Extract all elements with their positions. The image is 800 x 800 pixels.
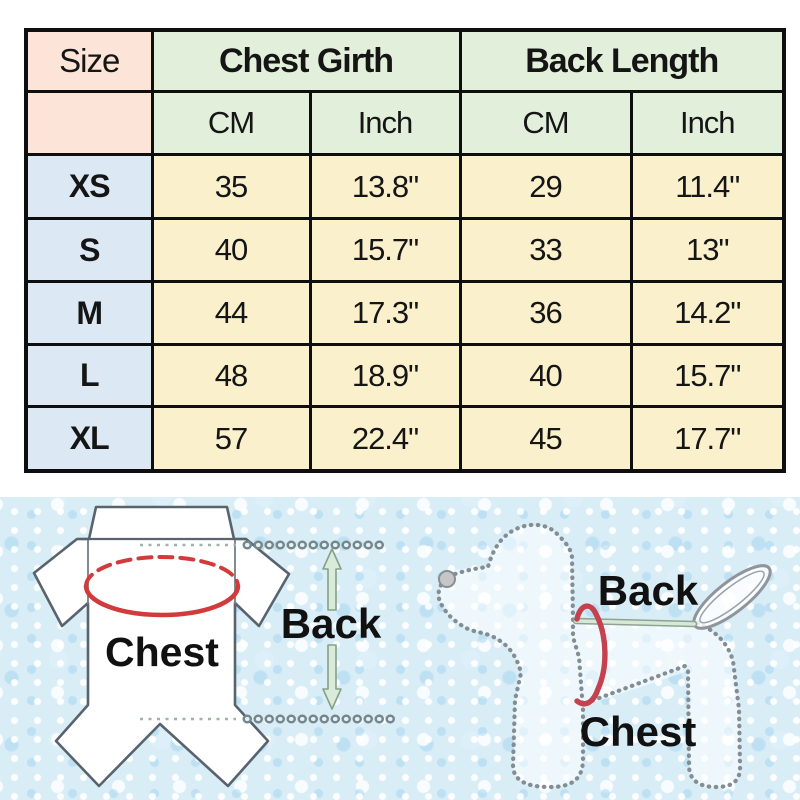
garment-outline — [32, 505, 291, 788]
dog-diagram: Back Chest — [436, 522, 772, 790]
size-cell: S — [24, 216, 154, 283]
chest-girth-line-back — [84, 555, 240, 588]
chest-girth-line-front — [83, 583, 241, 618]
dog-chest-line — [574, 603, 608, 707]
back-inch-cell: 13" — [629, 216, 786, 283]
dog-tail — [692, 564, 772, 630]
garment-chest-label: Chest — [105, 629, 219, 675]
blank-header-cell — [24, 89, 154, 156]
chest-cm-cell: 35 — [150, 152, 312, 220]
size-cell: XS — [24, 152, 154, 220]
size-table: Size Chest Girth Back Length CM Inch CM … — [24, 28, 787, 473]
back-inch-cell: 11.4" — [629, 152, 786, 220]
table-header-row: Size Chest Girth Back Length — [24, 28, 786, 93]
dog-front-body-chain — [436, 554, 586, 790]
chest-cm-cell: 40 — [150, 216, 312, 283]
size-header-cell: Size — [24, 28, 154, 93]
dog-back-label: Back — [598, 567, 699, 614]
back-cm-cell: 33 — [458, 216, 633, 283]
table-subheader-row: CM Inch CM Inch — [24, 89, 786, 156]
chest-girth-header-cell: Chest Girth — [150, 28, 462, 93]
garment-diagram: Chest — [32, 505, 291, 788]
table-row-l: L 48 18.9" 40 15.7" — [24, 342, 786, 408]
dog-hind-leg-chain — [583, 620, 743, 790]
size-cell: L — [24, 342, 154, 408]
back-inch-header: Inch — [629, 89, 786, 156]
back-inch-cell: 15.7" — [629, 342, 786, 408]
chest-inch-cell: 17.3" — [308, 279, 462, 346]
table-row-s: S 40 15.7" 33 13" — [24, 216, 786, 283]
back-length-header-cell: Back Length — [458, 28, 786, 93]
table-row-xs: XS 35 13.8" 29 11.4" — [24, 152, 786, 220]
dog-back-line — [574, 619, 696, 626]
chest-cm-header: CM — [150, 89, 312, 156]
dog-nose — [438, 570, 456, 588]
arrow-up — [322, 548, 342, 611]
back-length-guides — [140, 540, 397, 724]
back-inch-cell: 14.2" — [629, 279, 786, 346]
measurement-diagram: Chest Back — [32, 505, 772, 790]
chest-inch-cell: 22.4" — [308, 404, 462, 473]
back-cm-header: CM — [458, 89, 633, 156]
table-row-m: M 44 17.3" 36 14.2" — [24, 279, 786, 346]
chest-inch-cell: 15.7" — [308, 216, 462, 283]
back-cm-cell: 29 — [458, 152, 633, 220]
measurement-illustration-panel: Chest Back — [0, 497, 800, 800]
garment-back-label: Back — [281, 600, 382, 647]
size-cell: XL — [24, 404, 154, 473]
arrow-down — [322, 644, 342, 710]
back-inch-cell: 17.7" — [629, 404, 786, 473]
dog-chest-label: Chest — [580, 708, 697, 755]
chest-cm-cell: 48 — [150, 342, 312, 408]
back-cm-cell: 40 — [458, 342, 633, 408]
chest-inch-cell: 13.8" — [308, 152, 462, 220]
table-row-xl: XL 57 22.4" 45 17.7" — [24, 404, 786, 473]
size-cell: M — [24, 279, 154, 346]
back-length-arrow-icon — [322, 548, 342, 710]
back-cm-cell: 45 — [458, 404, 633, 473]
chest-inch-header: Inch — [308, 89, 462, 156]
chest-inch-cell: 18.9" — [308, 342, 462, 408]
chest-cm-cell: 57 — [150, 404, 312, 473]
chest-cm-cell: 44 — [150, 279, 312, 346]
back-cm-cell: 36 — [458, 279, 633, 346]
